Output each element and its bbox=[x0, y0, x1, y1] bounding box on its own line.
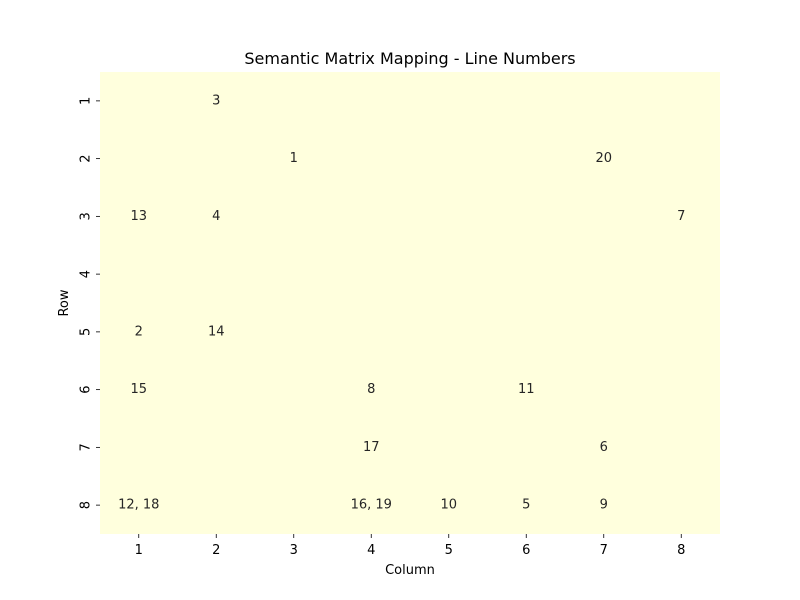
cell-label-r7-c7: 6 bbox=[600, 440, 608, 455]
cell-label-r1-c2: 3 bbox=[212, 93, 220, 108]
x-tick-label: 6 bbox=[522, 543, 530, 558]
y-tick-label: 8 bbox=[79, 501, 94, 509]
heatmap-cell-labels: 3 1 20 13 4 7 2 14 15 8 11 17 6 12, 18 16, 19 10 5 9 bbox=[118, 93, 685, 512]
chart-title: Semantic Matrix Mapping - Line Numbers bbox=[244, 49, 575, 68]
y-tick-label: 3 bbox=[79, 212, 94, 220]
cell-label-r5-c2: 14 bbox=[208, 324, 225, 339]
cell-label-r2-c3: 1 bbox=[290, 151, 298, 166]
cell-label-r2-c7: 20 bbox=[595, 151, 612, 166]
y-tick-label: 7 bbox=[79, 443, 94, 451]
cell-label-r7-c4: 17 bbox=[363, 440, 380, 455]
x-tick-label: 4 bbox=[367, 543, 375, 558]
y-tick-label: 6 bbox=[79, 385, 94, 393]
x-tick-label: 3 bbox=[290, 543, 298, 558]
heatmap-plot-area bbox=[100, 72, 720, 534]
cell-label-r6-c1: 15 bbox=[130, 382, 147, 397]
y-axis: 1 2 3 4 5 6 7 8 bbox=[79, 97, 100, 509]
cell-label-r3-c8: 7 bbox=[677, 209, 685, 224]
cell-label-r5-c1: 2 bbox=[135, 324, 143, 339]
x-tick-label: 5 bbox=[445, 543, 453, 558]
cell-label-r8-c7: 9 bbox=[600, 498, 608, 513]
cell-label-r8-c4: 16, 19 bbox=[351, 498, 392, 513]
x-tick-label: 7 bbox=[600, 543, 608, 558]
cell-label-r8-c5: 10 bbox=[440, 498, 457, 513]
cell-label-r8-c6: 5 bbox=[522, 498, 530, 513]
x-tick-label: 2 bbox=[212, 543, 220, 558]
y-tick-label: 4 bbox=[79, 270, 94, 278]
cell-label-r3-c2: 4 bbox=[212, 209, 220, 224]
x-tick-label: 8 bbox=[677, 543, 685, 558]
y-axis-label: Row bbox=[57, 289, 72, 316]
cell-label-r3-c1: 13 bbox=[130, 209, 147, 224]
x-tick-label: 1 bbox=[135, 543, 143, 558]
y-tick-label: 1 bbox=[79, 97, 94, 105]
cell-label-r6-c4: 8 bbox=[367, 382, 375, 397]
x-axis-label: Column bbox=[385, 563, 435, 578]
y-tick-label: 2 bbox=[79, 154, 94, 162]
y-tick-label: 5 bbox=[79, 328, 94, 336]
x-axis: 1 2 3 4 5 6 7 8 bbox=[135, 534, 685, 558]
cell-label-r8-c1: 12, 18 bbox=[118, 498, 159, 513]
cell-label-r6-c6: 11 bbox=[518, 382, 535, 397]
